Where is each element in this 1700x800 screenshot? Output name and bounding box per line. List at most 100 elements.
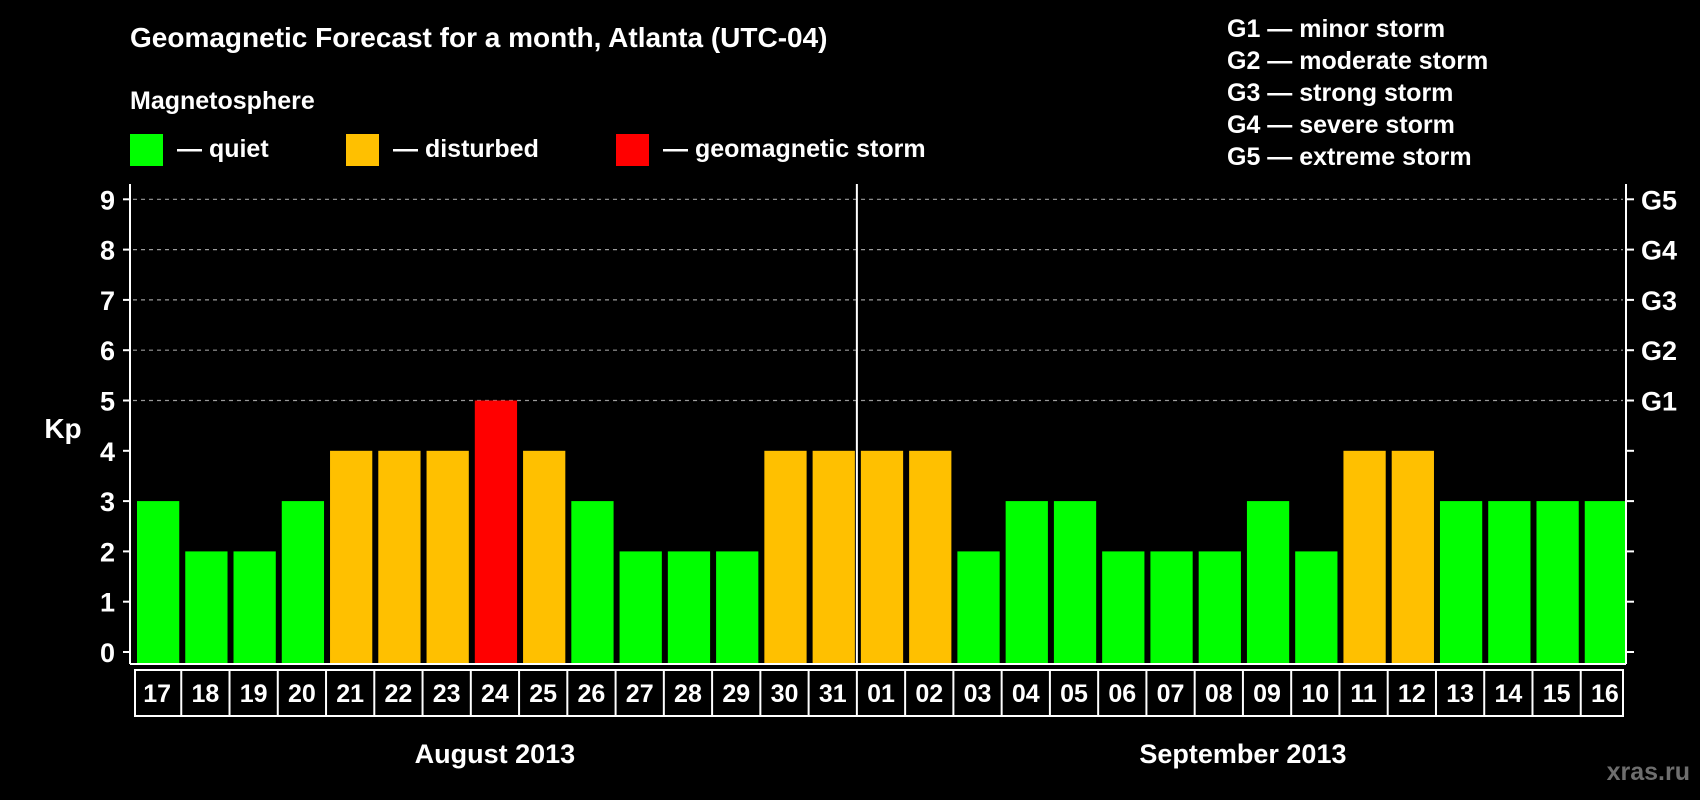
x-tick-label: 17 xyxy=(143,680,171,708)
x-label-frame xyxy=(134,669,1624,717)
x-tick-label: 18 xyxy=(191,680,219,708)
x-tick-label: 09 xyxy=(1253,680,1281,708)
bar xyxy=(474,400,518,663)
legend-swatch xyxy=(616,134,649,166)
y-tick-label: 3 xyxy=(100,487,115,517)
bar xyxy=(378,450,421,663)
bar xyxy=(667,551,711,663)
x-tick-label: 04 xyxy=(1012,680,1040,708)
x-tick-label: 23 xyxy=(433,680,461,708)
storm-scale-legend: G1 — minor storm G2 — moderate storm G3 — … xyxy=(1227,15,1488,171)
y-tick-label: 2 xyxy=(100,537,115,567)
bar xyxy=(957,551,1000,663)
y-tick-label: 8 xyxy=(100,236,115,266)
storm-scale-item: G1 — minor storm xyxy=(1227,15,1445,43)
axes: 0 1 2 3 4 5 6 7 8 9 G1 G2 G3 G4 G5 xyxy=(100,184,1677,668)
legend-heading: Magnetosphere xyxy=(130,87,315,115)
x-tick-label: 06 xyxy=(1108,680,1136,708)
bar xyxy=(764,450,807,663)
bar xyxy=(1584,501,1627,663)
x-axis-labels: 17 18 19 20 21 22 23 24 25 26 27 28 29 30 31 01 02 03 04 05… xyxy=(134,669,1624,769)
right-axis-label: G3 xyxy=(1641,286,1677,316)
y-tick-label: 4 xyxy=(100,437,115,467)
legend: — quiet — disturbed — geomagnetic storm xyxy=(130,134,926,166)
storm-scale-item: G4 — severe storm xyxy=(1227,111,1455,139)
x-tick-label: 28 xyxy=(674,680,702,708)
y-tick-label: 7 xyxy=(100,286,115,316)
storm-scale-item: G2 — moderate storm xyxy=(1227,47,1488,75)
right-axis-label: G5 xyxy=(1641,185,1677,215)
x-tick-label: 22 xyxy=(385,680,413,708)
bar xyxy=(1198,551,1241,663)
x-tick-label: 01 xyxy=(867,680,895,708)
bar xyxy=(1295,551,1338,663)
grid xyxy=(133,198,1623,402)
y-tick-label: 0 xyxy=(100,638,115,668)
bar xyxy=(1150,551,1193,663)
x-tick-label: 25 xyxy=(529,680,557,708)
bar xyxy=(619,551,662,663)
bar xyxy=(1391,450,1434,663)
legend-label: — geomagnetic storm xyxy=(663,135,926,163)
storm-scale-item: G5 — extreme storm xyxy=(1227,143,1472,171)
x-tick-label: 20 xyxy=(288,680,316,708)
x-tick-label: 12 xyxy=(1398,680,1426,708)
watermark: xras.ru xyxy=(1607,758,1690,786)
x-tick-label: 08 xyxy=(1205,680,1233,708)
bar xyxy=(426,450,469,663)
y-tick-label: 5 xyxy=(100,387,115,417)
legend-swatch xyxy=(130,134,163,166)
bar xyxy=(1536,501,1579,663)
month-label: August 2013 xyxy=(415,739,576,769)
bar xyxy=(1439,501,1483,663)
x-tick-label: 19 xyxy=(240,680,268,708)
y-tick-label: 9 xyxy=(100,185,115,215)
bar xyxy=(185,551,228,663)
bar xyxy=(716,551,759,663)
month-label: September 2013 xyxy=(1139,739,1346,769)
bar xyxy=(909,450,952,663)
x-tick-label: 29 xyxy=(722,680,750,708)
legend-swatch xyxy=(346,134,379,166)
x-tick-label: 02 xyxy=(915,680,943,708)
x-tick-label: 07 xyxy=(1157,680,1185,708)
x-tick-label: 11 xyxy=(1350,680,1377,708)
bar xyxy=(860,450,904,663)
y-tick-label: 6 xyxy=(100,336,115,366)
x-tick-label: 21 xyxy=(336,680,364,708)
right-axis-label: G4 xyxy=(1641,236,1677,266)
bar xyxy=(1246,501,1290,663)
bar xyxy=(1053,501,1097,663)
x-tick-label: 10 xyxy=(1301,680,1329,708)
chart-title: Geomagnetic Forecast for a month, Atlant… xyxy=(130,22,828,53)
x-tick-label: 31 xyxy=(819,680,847,708)
bar xyxy=(137,501,180,663)
bar xyxy=(523,450,566,663)
x-tick-label: 05 xyxy=(1060,680,1088,708)
right-axis-label: G1 xyxy=(1641,387,1677,417)
x-tick-label: 03 xyxy=(964,680,992,708)
x-tick-label: 14 xyxy=(1494,680,1522,708)
y-axis-label: Kp xyxy=(44,413,81,444)
bar xyxy=(330,450,373,663)
right-axis-label: G2 xyxy=(1641,336,1677,366)
bar xyxy=(281,501,325,663)
bars xyxy=(137,400,1627,663)
x-tick-label: 13 xyxy=(1446,680,1474,708)
bar xyxy=(571,501,614,663)
storm-scale-item: G3 — strong storm xyxy=(1227,79,1453,107)
legend-label: — quiet xyxy=(177,135,269,163)
x-tick-label: 24 xyxy=(481,680,509,708)
bar xyxy=(812,450,855,663)
bar xyxy=(1005,501,1048,663)
bar xyxy=(1102,551,1145,663)
x-tick-label: 16 xyxy=(1591,680,1619,708)
x-tick-label: 26 xyxy=(578,680,606,708)
bar xyxy=(233,551,276,663)
x-tick-label: 30 xyxy=(771,680,799,708)
y-tick-label: 1 xyxy=(100,588,115,618)
x-tick-label: 27 xyxy=(626,680,654,708)
bar xyxy=(1488,501,1531,663)
x-tick-label: 15 xyxy=(1543,680,1571,708)
